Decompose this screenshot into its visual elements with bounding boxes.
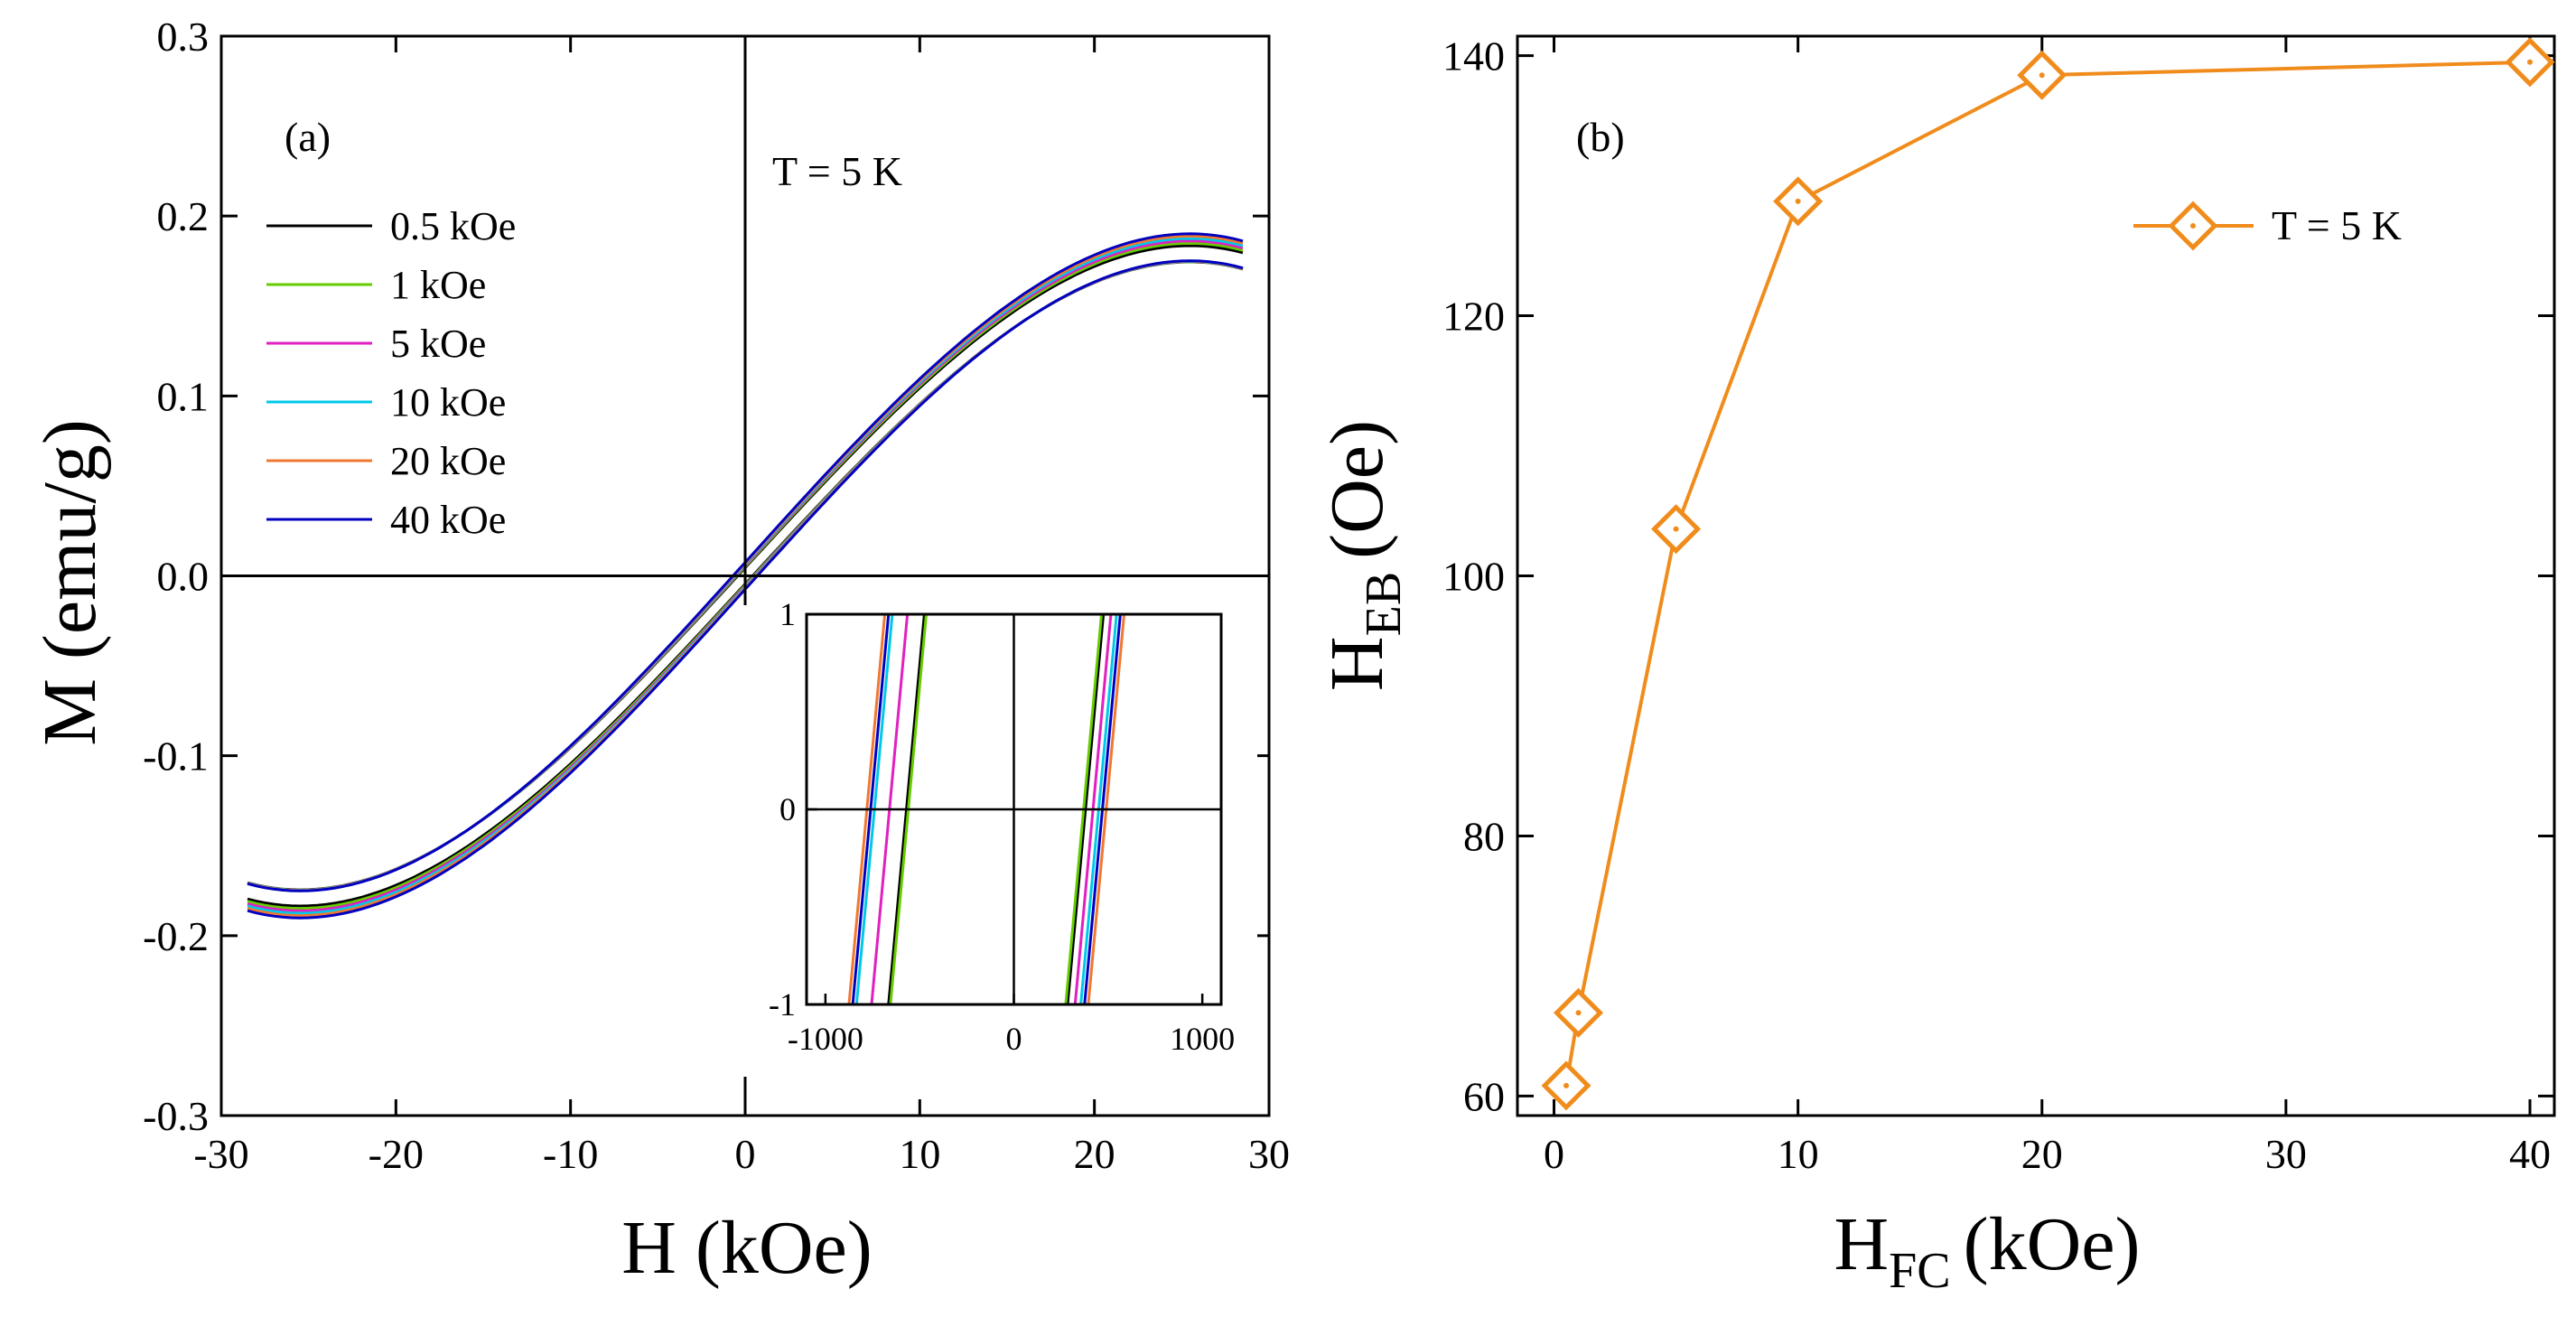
panel-b-xtick-label: 0 — [1544, 1131, 1564, 1177]
panel-a-ytick-label: 0.1 — [157, 373, 210, 419]
panel-b-ylabel-unit: (Oe) — [1315, 420, 1399, 559]
inset-xtick-label: 1000 — [1170, 1021, 1235, 1057]
panel-a-ticks: -30 -20 -10 0 10 20 30-0.3-0.2-0.10.00.10.20.3 — [143, 14, 1290, 1177]
panel-b-data-point-dot — [1575, 1010, 1582, 1016]
inset-ytick-label: 1 — [779, 596, 796, 632]
panel-b-ylabel-sub: EB — [1356, 572, 1412, 637]
panel-b-ytick-label: 80 — [1463, 813, 1505, 859]
panel-b-ytick-label: 60 — [1463, 1073, 1505, 1119]
legend-label-0: 0.5 kOe — [390, 204, 516, 248]
panel-b-xtick-label: 20 — [2021, 1131, 2063, 1177]
panel-b-data-point-dot — [1563, 1082, 1570, 1088]
panel-b-xtick-label: 10 — [1778, 1131, 1819, 1177]
panel-b-data-point-dot — [2039, 72, 2045, 79]
panel-a-chart: -30 -20 -10 0 10 20 30-0.3-0.2-0.10.00.10.20.3… — [28, 14, 1290, 1290]
panel-b-legend-label: T = 5 K — [2272, 202, 2402, 248]
panel-a-xtick-label: 30 — [1248, 1131, 1290, 1177]
panel-a-xlabel: H (kOe) — [621, 1206, 873, 1290]
panel-a-ytick-label: 0.0 — [157, 554, 210, 600]
panel-b-xtick-label: 40 — [2509, 1131, 2551, 1177]
panel-b-series — [1541, 37, 2555, 1111]
inset-ytick-label: 0 — [779, 791, 796, 827]
panel-a-legend: 0.5 kOe 1 kOe 5 kOe 10 kOe 20 kOe 40 kOe — [266, 204, 516, 542]
panel-b-label: (b) — [1576, 114, 1625, 160]
panel-b-xlabel-sub: FC — [1889, 1243, 1951, 1299]
panel-a-xtick-label: -30 — [193, 1131, 248, 1177]
legend-label-2: 5 kOe — [390, 322, 486, 366]
panel-a-ytick-label: -0.3 — [143, 1093, 209, 1139]
panel-a-label: (a) — [285, 114, 331, 160]
inset-ticks: -1000 0 1000 -1 0 1 — [769, 596, 1235, 1057]
panel-b-ytick-label: 140 — [1442, 33, 1505, 79]
legend-label-1: 1 kOe — [390, 263, 486, 307]
panel-b-legend: T = 5 K — [2133, 201, 2402, 251]
panel-b-ytick-label: 120 — [1442, 294, 1505, 340]
legend-label-4: 20 kOe — [390, 439, 506, 483]
panel-b-data-point-dot — [2526, 59, 2533, 65]
panel-a-ytick-label: -0.2 — [143, 913, 209, 959]
panel-b-ytick-label: 100 — [1442, 554, 1505, 600]
panel-b-ticks: 0 10 20 30 40 60 80 100 120 140 — [1442, 33, 2554, 1177]
panel-a-xtick-label: 10 — [899, 1131, 940, 1177]
panel-a-xtick-label: -10 — [543, 1131, 598, 1177]
panel-a-annotation: T = 5 K — [772, 148, 902, 194]
panel-a-ylabel: M (emu/g) — [28, 419, 112, 746]
panel-b-data-point-dot — [1673, 526, 1679, 532]
panel-b-plot-frame — [1516, 34, 2556, 1117]
legend-label-3: 10 kOe — [390, 380, 506, 425]
legend-marker-dot — [2190, 223, 2196, 229]
panel-a-xtick-label: 20 — [1074, 1131, 1115, 1177]
panel-a-ytick-label: -0.1 — [143, 733, 209, 780]
panel-a-ytick-label: 0.2 — [157, 193, 210, 239]
panel-a-xtick-label: -20 — [369, 1131, 424, 1177]
panel-b-xtick-label: 30 — [2265, 1131, 2307, 1177]
inset-xtick-label: 0 — [1006, 1021, 1022, 1057]
panel-a-xtick-label: 0 — [735, 1131, 756, 1177]
panel-b-data-point-dot — [1795, 198, 1801, 204]
inset-xtick-label: -1000 — [788, 1021, 863, 1057]
panel-a-inset: -1000 0 1000 -1 0 1 — [743, 596, 1257, 1077]
panel-b-ylabel: HEB (Oe) — [1315, 420, 1412, 691]
legend-label-5: 40 kOe — [390, 498, 506, 542]
inset-ytick-label: -1 — [769, 986, 796, 1023]
panel-b-ylabel-main: H — [1315, 636, 1399, 691]
panel-a-ytick-label: 0.3 — [157, 14, 210, 60]
panel-b-xlabel-unit: (kOe) — [1964, 1202, 2141, 1286]
panel-b-xlabel: HFC (kOe) — [1834, 1202, 2140, 1299]
panel-b-xlabel-main: H — [1834, 1202, 1889, 1286]
inset-background — [743, 605, 1257, 1077]
